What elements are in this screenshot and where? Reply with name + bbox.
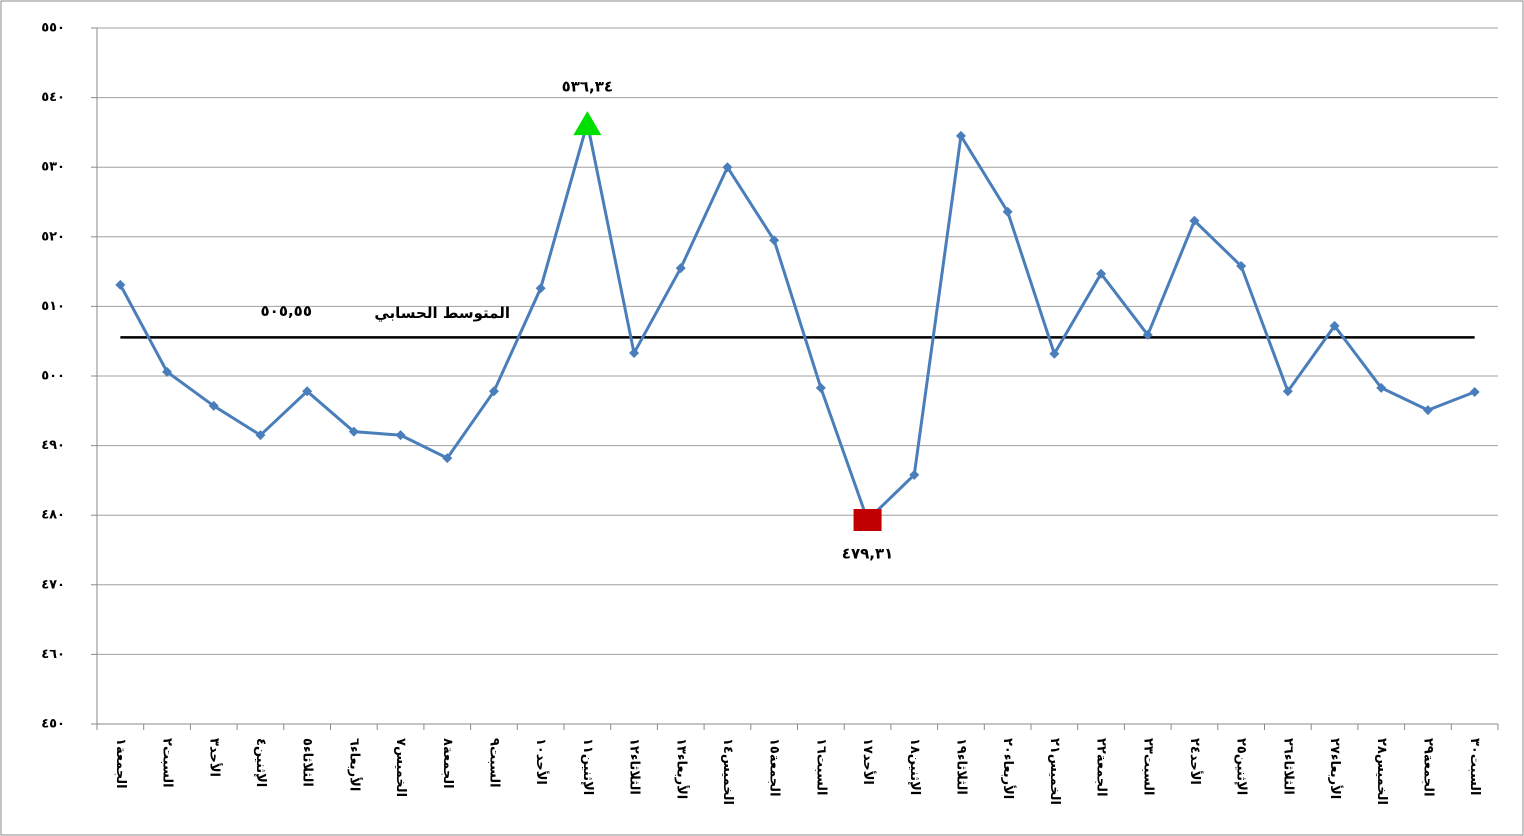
y-tick-label: ٥٣٠ — [41, 160, 65, 175]
point-marker — [348, 426, 359, 437]
min-label: ٤٧٩,٣١ — [842, 545, 893, 563]
point-marker — [1049, 348, 1060, 359]
max-label: ٥٣٦,٣٤ — [562, 78, 613, 96]
x-tick-label: الجمعة٢٢ — [1094, 738, 1109, 797]
point-marker — [1002, 206, 1013, 217]
point-marker — [1282, 386, 1293, 397]
point-marker — [1142, 329, 1153, 340]
x-tick-label: الثلاثاء١٢ — [627, 738, 642, 795]
x-tick-label: الخميس١٤ — [720, 738, 735, 805]
x-tick-label: الثلاثاء١٩ — [953, 738, 968, 795]
x-tick-label: الخميس٢١ — [1047, 738, 1062, 805]
y-tick-label: ٥٥٠ — [41, 21, 65, 36]
point-marker — [675, 263, 686, 274]
y-tick-label: ٥٠٠ — [41, 369, 65, 384]
point-marker — [1329, 320, 1340, 331]
point-marker — [909, 469, 920, 480]
mean-value: ٥٠٥,٥٥ — [261, 302, 312, 320]
point-marker — [1236, 261, 1247, 272]
y-tick-label: ٤٦٠ — [41, 647, 65, 662]
x-tick-label: الإثنين٤ — [253, 738, 268, 787]
data-line — [119, 122, 1476, 523]
point-marker — [1189, 215, 1200, 226]
point-marker — [488, 386, 499, 397]
y-tick-label: ٤٥٠ — [41, 717, 65, 732]
point-marker — [769, 235, 780, 246]
point-marker — [162, 366, 173, 377]
point-marker — [629, 348, 640, 359]
point-marker — [1376, 382, 1387, 393]
x-tick-label: الأربعاء١٣ — [673, 738, 690, 799]
x-tick-label: الأحد٣ — [206, 738, 223, 777]
x-tick-label: الجمعة٨ — [440, 738, 455, 789]
y-tick-label: ٥٢٠ — [41, 229, 65, 244]
x-tick-label: السبت٣٠ — [1467, 738, 1482, 796]
x-tick-label: الثلاثاء٥ — [300, 738, 315, 787]
x-tick-label: الجمعة١ — [113, 738, 128, 789]
x-tick-label: الخميس٢٨ — [1374, 738, 1389, 805]
point-marker — [208, 400, 219, 411]
point-marker — [1422, 405, 1433, 416]
y-tick-label: ٤٧٠ — [41, 577, 65, 592]
x-tick-label: الإثنين٢٥ — [1234, 738, 1249, 795]
y-tick-label: ٤٨٠ — [41, 508, 65, 523]
point-marker — [302, 386, 313, 397]
x-tick-label: الإثنين١١ — [580, 738, 595, 795]
x-tick-label: الأحد١٠ — [533, 738, 550, 785]
y-tick-label: ٥٤٠ — [41, 90, 65, 105]
x-tick-label: الإثنين١٨ — [907, 738, 922, 795]
point-marker — [955, 130, 966, 141]
point-marker — [722, 162, 733, 173]
x-tick-label: الأحد١٧ — [860, 738, 877, 785]
x-tick-label: السبت٩ — [486, 738, 501, 788]
x-tick-label: السبت٢٣ — [1140, 738, 1155, 796]
point-marker — [255, 430, 266, 441]
x-tick-label: الأحد٢٤ — [1187, 738, 1204, 785]
x-tick-label: الثلاثاء٢٦ — [1280, 738, 1295, 795]
point-marker — [442, 453, 453, 464]
x-tick-label: الأربعاء٢٧ — [1327, 738, 1344, 799]
min-marker — [853, 509, 882, 532]
point-marker — [1096, 268, 1107, 279]
x-tick-label: الخميس٧ — [393, 738, 408, 797]
x-tick-label: الأربعاء٢٠ — [1000, 738, 1017, 799]
y-tick-label: ٤٩٠ — [41, 438, 65, 453]
point-marker — [535, 283, 546, 294]
x-tick-label: الجمعة١٥ — [767, 738, 782, 797]
point-marker — [115, 279, 126, 290]
point-marker — [1469, 387, 1480, 398]
point-marker — [815, 382, 826, 393]
x-tick-label: الجمعة٢٩ — [1420, 738, 1435, 797]
x-tick-label: السبت٢ — [160, 738, 175, 788]
max-marker — [573, 111, 602, 136]
point-marker — [395, 430, 406, 441]
y-tick-label: ٥١٠ — [41, 299, 65, 314]
x-tick-label: الأربعاء٦ — [346, 738, 363, 791]
x-tick-label: السبت١٦ — [813, 738, 828, 796]
mean-label: المتوسط الحسابي — [374, 304, 510, 322]
